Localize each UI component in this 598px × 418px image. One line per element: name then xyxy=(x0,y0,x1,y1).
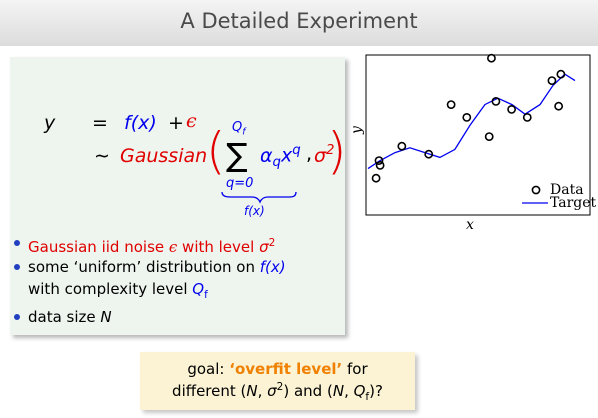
text-run: , xyxy=(257,382,268,400)
eq-plus: + xyxy=(168,112,184,134)
text-run: N xyxy=(100,308,112,326)
text-run: N xyxy=(332,382,345,400)
text-run: Q xyxy=(192,280,205,298)
eq-f: f(x) xyxy=(124,112,157,134)
text-run: data size xyxy=(28,308,101,326)
goal-line: goal: ‘overfit level’ for xyxy=(140,360,415,378)
eq-dist: Gaussian xyxy=(120,145,208,167)
data-point xyxy=(375,160,385,170)
goal-box xyxy=(140,352,415,410)
data-point xyxy=(547,76,557,85)
eq-sum-upper: Qf xyxy=(232,120,246,138)
text-run: N xyxy=(246,382,258,400)
eq-eps: ϵ xyxy=(186,110,197,132)
data-point xyxy=(424,149,434,159)
data-point xyxy=(556,69,566,79)
text-run: 2 xyxy=(276,381,284,393)
eq-sum-lower: q=0 xyxy=(226,176,254,191)
text-run: different ( xyxy=(172,382,247,400)
bullet: data size N xyxy=(14,306,328,328)
data-point xyxy=(446,100,456,109)
underbrace xyxy=(221,191,297,204)
data-point xyxy=(371,173,381,183)
eq-lhs: y xyxy=(44,112,56,134)
data-point xyxy=(462,113,472,122)
bullet-dot xyxy=(14,240,20,246)
text-run: Gaussian iid noise xyxy=(28,238,169,256)
text-run: , xyxy=(344,382,354,400)
text-run: f(x) xyxy=(259,258,286,276)
eq-sim: ∼ xyxy=(94,145,110,167)
underbrace-label: f(x) xyxy=(244,204,265,218)
data-point xyxy=(487,53,496,63)
data-point xyxy=(397,141,407,151)
eq-comma: , xyxy=(306,143,313,165)
bullet-dot xyxy=(14,264,20,270)
text-run: ) and ( xyxy=(283,382,333,400)
data-point xyxy=(554,101,564,111)
bullet: some ‘uniform’ distribution on f(x) with… xyxy=(14,256,293,306)
legend-label: Data xyxy=(550,182,584,198)
text-run: f xyxy=(365,391,370,403)
text-run: Q xyxy=(353,382,366,400)
text-run: ‘overfit level’ xyxy=(229,360,343,378)
title-bar xyxy=(0,0,598,46)
data-point xyxy=(484,132,494,141)
text-run: with level xyxy=(177,238,260,256)
title: A Detailed Experiment xyxy=(180,9,418,33)
eq-summand: αqxq xyxy=(260,143,301,171)
text-run: σ xyxy=(259,238,269,256)
data-point xyxy=(374,156,384,165)
data-point xyxy=(522,113,532,122)
text-run: )? xyxy=(369,382,383,400)
plot-frame xyxy=(365,54,591,216)
text-run: σ xyxy=(267,382,277,400)
goal-line: different (N, σ2) and (N, Qf)? xyxy=(140,381,415,403)
eq-sum: ∑ xyxy=(226,136,248,174)
data-point xyxy=(507,105,516,114)
text-run: ϵ xyxy=(168,238,178,256)
text-run: f xyxy=(204,289,208,301)
content-box xyxy=(10,57,345,335)
bullet-dot xyxy=(14,314,20,320)
eq-close: ) xyxy=(327,122,347,180)
legend-label: Target xyxy=(550,195,597,211)
eq-sigma: σ2 xyxy=(314,143,335,167)
bullet: Gaussian iid noise ϵ with level σ2 xyxy=(14,232,328,258)
y-axis-label: y xyxy=(349,125,365,135)
eq-open: ( xyxy=(206,122,226,180)
x-axis-label: x xyxy=(466,217,474,233)
eq-equals: = xyxy=(92,112,108,134)
text-run: for xyxy=(342,360,368,378)
text-run: goal: xyxy=(187,360,230,378)
text-run: with complexity level xyxy=(28,280,193,298)
legend-marker xyxy=(531,185,541,195)
text-run: some ‘uniform’ distribution on xyxy=(28,258,260,276)
data-point xyxy=(491,97,501,106)
text-run: 2 xyxy=(268,237,276,249)
